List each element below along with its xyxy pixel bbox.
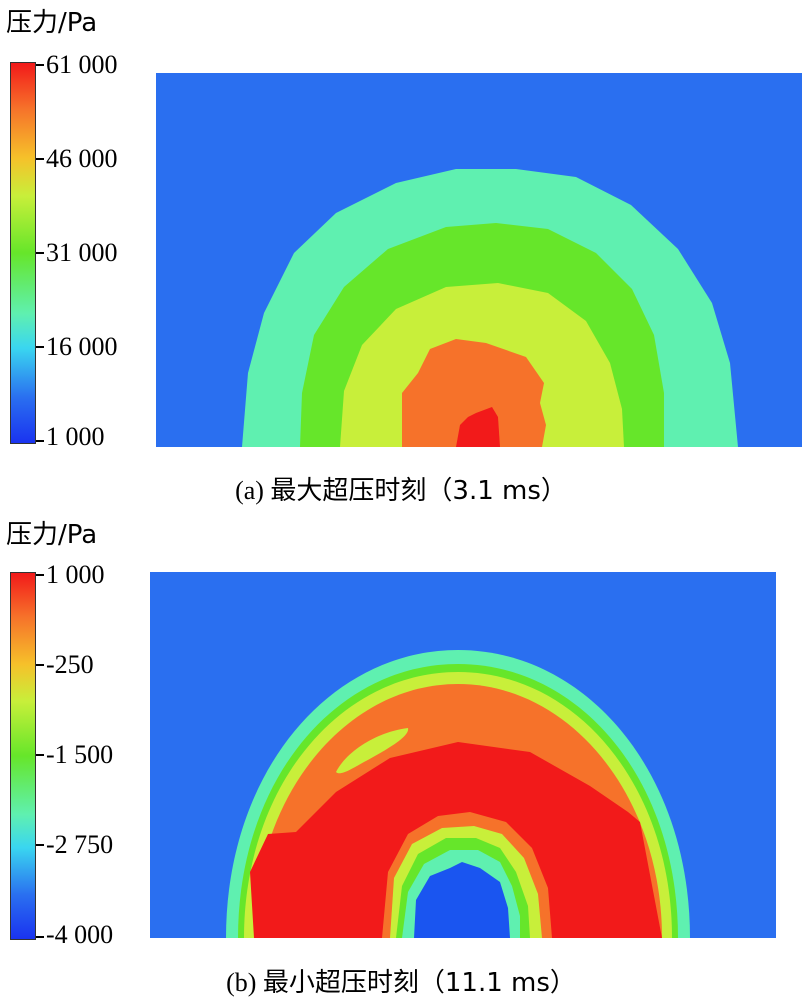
colorbar-tick-label: -2 750 [46, 830, 114, 859]
contour-52000 [402, 339, 546, 447]
colorbar-tick [36, 158, 44, 160]
pressure-field [150, 572, 776, 938]
colorbar [10, 572, 36, 940]
colorbar-unit-label: 压力/Pa [6, 8, 98, 38]
colorbar-tick-label: -250 [46, 650, 94, 679]
colorbar-tick-label: -4 000 [46, 920, 114, 949]
colorbar-tick-label: 31 000 [46, 238, 118, 267]
colorbar [10, 62, 36, 444]
colorbar-tick-label: -1 500 [46, 740, 114, 769]
contour-61000 [456, 407, 500, 447]
panel-max-overpressure: 压力/Pa 61 000 46 000 31 000 16 000 1 000 … [6, 8, 802, 506]
colorbar-tick [36, 664, 44, 666]
panel-min-overpressure: 压力/Pa 1 000 -250 -1 500 -2 750 -4 000 (b… [0, 500, 802, 1000]
caption-prefix: (b) [226, 968, 257, 997]
colorbar-tick-label: 16 000 [46, 332, 118, 361]
colorbar-tick [36, 754, 44, 756]
colorbar-tick [36, 844, 44, 846]
contour-inner-island [336, 728, 409, 774]
caption-text: 最大超压时刻（3.1 ms） [270, 476, 567, 506]
colorbar-tick-label: 1 000 [46, 422, 105, 451]
colorbar-tick [36, 346, 44, 348]
colorbar-tick [36, 936, 44, 938]
colorbar-tick [36, 440, 44, 442]
colorbar-tick-label: 46 000 [46, 144, 118, 173]
colorbar-tick [36, 252, 44, 254]
chart-caption: (b) 最小超压时刻（11.1 ms） [0, 962, 802, 999]
colorbar-tick [36, 64, 44, 66]
pressure-field [156, 73, 802, 447]
caption-prefix: (a) [235, 476, 264, 505]
caption-text: 最小超压时刻（11.1 ms） [262, 968, 576, 998]
chart-caption: (a) 最大超压时刻（3.1 ms） [0, 470, 802, 507]
colorbar-tick-label: 61 000 [46, 50, 118, 79]
colorbar-tick [36, 574, 44, 576]
contour-core-blue [414, 862, 510, 938]
colorbar-tick-label: 1 000 [46, 560, 105, 589]
colorbar-unit-label: 压力/Pa [6, 520, 98, 550]
